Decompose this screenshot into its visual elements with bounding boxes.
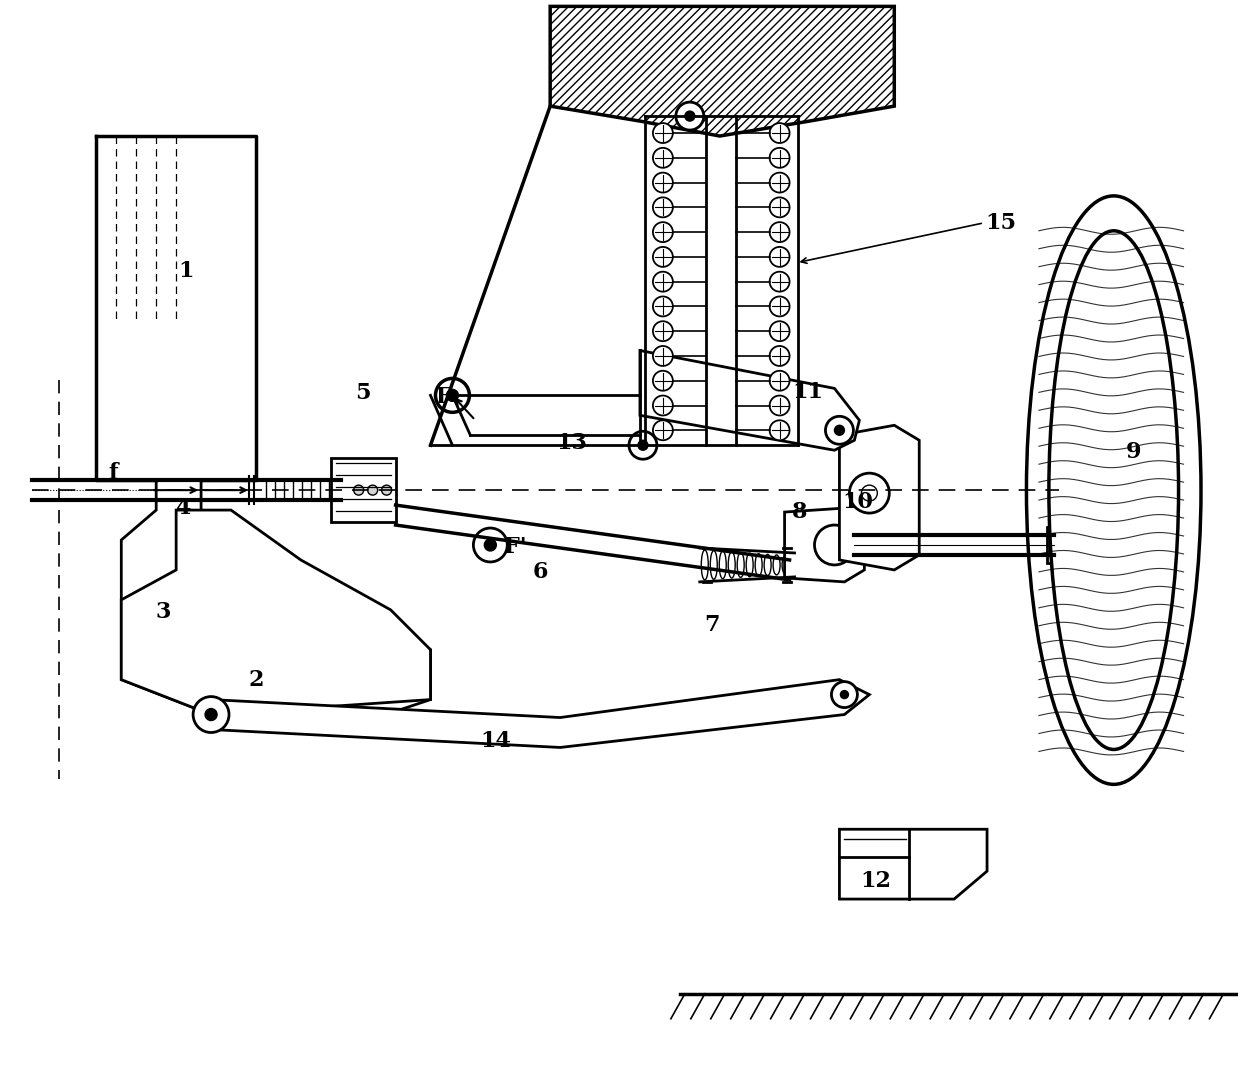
Text: 3: 3 <box>155 600 171 623</box>
Polygon shape <box>122 510 430 715</box>
Circle shape <box>770 197 790 218</box>
Circle shape <box>862 485 878 501</box>
Text: F': F' <box>503 536 527 558</box>
Text: 5: 5 <box>355 383 371 404</box>
Circle shape <box>770 346 790 365</box>
Circle shape <box>770 272 790 292</box>
Text: 9: 9 <box>1126 441 1142 464</box>
Text: 14: 14 <box>480 731 511 752</box>
Text: 10: 10 <box>842 492 873 513</box>
Circle shape <box>826 416 853 444</box>
Circle shape <box>841 691 848 699</box>
Circle shape <box>353 485 363 495</box>
Circle shape <box>485 539 496 551</box>
Circle shape <box>653 420 673 440</box>
Circle shape <box>653 371 673 390</box>
Polygon shape <box>551 6 894 136</box>
Circle shape <box>770 371 790 390</box>
Circle shape <box>835 426 844 436</box>
Text: 11: 11 <box>792 382 823 403</box>
Text: 8: 8 <box>792 501 807 523</box>
Text: 6: 6 <box>532 561 548 583</box>
Circle shape <box>653 148 673 168</box>
Circle shape <box>474 528 507 562</box>
Circle shape <box>653 247 673 267</box>
Circle shape <box>770 148 790 168</box>
Polygon shape <box>1047 527 1064 563</box>
Circle shape <box>653 172 673 193</box>
Polygon shape <box>122 480 430 719</box>
Circle shape <box>446 389 459 401</box>
Text: f: f <box>109 462 118 484</box>
Text: 2: 2 <box>248 668 264 691</box>
Circle shape <box>205 708 217 720</box>
Circle shape <box>435 378 470 412</box>
Circle shape <box>770 296 790 317</box>
Circle shape <box>653 123 673 143</box>
Polygon shape <box>839 426 919 570</box>
Circle shape <box>770 396 790 415</box>
Polygon shape <box>211 679 869 747</box>
Circle shape <box>367 485 378 495</box>
Circle shape <box>653 296 673 317</box>
Ellipse shape <box>1049 231 1178 749</box>
Polygon shape <box>331 458 396 522</box>
Text: 1: 1 <box>179 260 193 281</box>
Polygon shape <box>839 829 987 899</box>
Text: 13: 13 <box>557 432 588 454</box>
Circle shape <box>653 396 673 415</box>
Circle shape <box>770 222 790 243</box>
Circle shape <box>770 172 790 193</box>
Circle shape <box>653 346 673 365</box>
Circle shape <box>770 247 790 267</box>
Circle shape <box>770 321 790 341</box>
Circle shape <box>193 696 229 732</box>
Polygon shape <box>640 350 859 451</box>
Circle shape <box>815 525 854 565</box>
Circle shape <box>382 485 392 495</box>
Text: 15: 15 <box>986 211 1017 234</box>
Text: F: F <box>435 386 451 409</box>
Text: 12: 12 <box>859 870 890 893</box>
Circle shape <box>653 197 673 218</box>
Circle shape <box>684 111 694 121</box>
Circle shape <box>653 222 673 243</box>
Circle shape <box>832 681 857 707</box>
Text: 4: 4 <box>175 497 191 520</box>
Circle shape <box>770 123 790 143</box>
Text: 7: 7 <box>704 613 719 636</box>
Circle shape <box>653 272 673 292</box>
Circle shape <box>770 420 790 440</box>
Circle shape <box>653 321 673 341</box>
Polygon shape <box>785 508 864 582</box>
Circle shape <box>629 431 657 459</box>
Circle shape <box>676 102 704 130</box>
Circle shape <box>637 440 649 451</box>
